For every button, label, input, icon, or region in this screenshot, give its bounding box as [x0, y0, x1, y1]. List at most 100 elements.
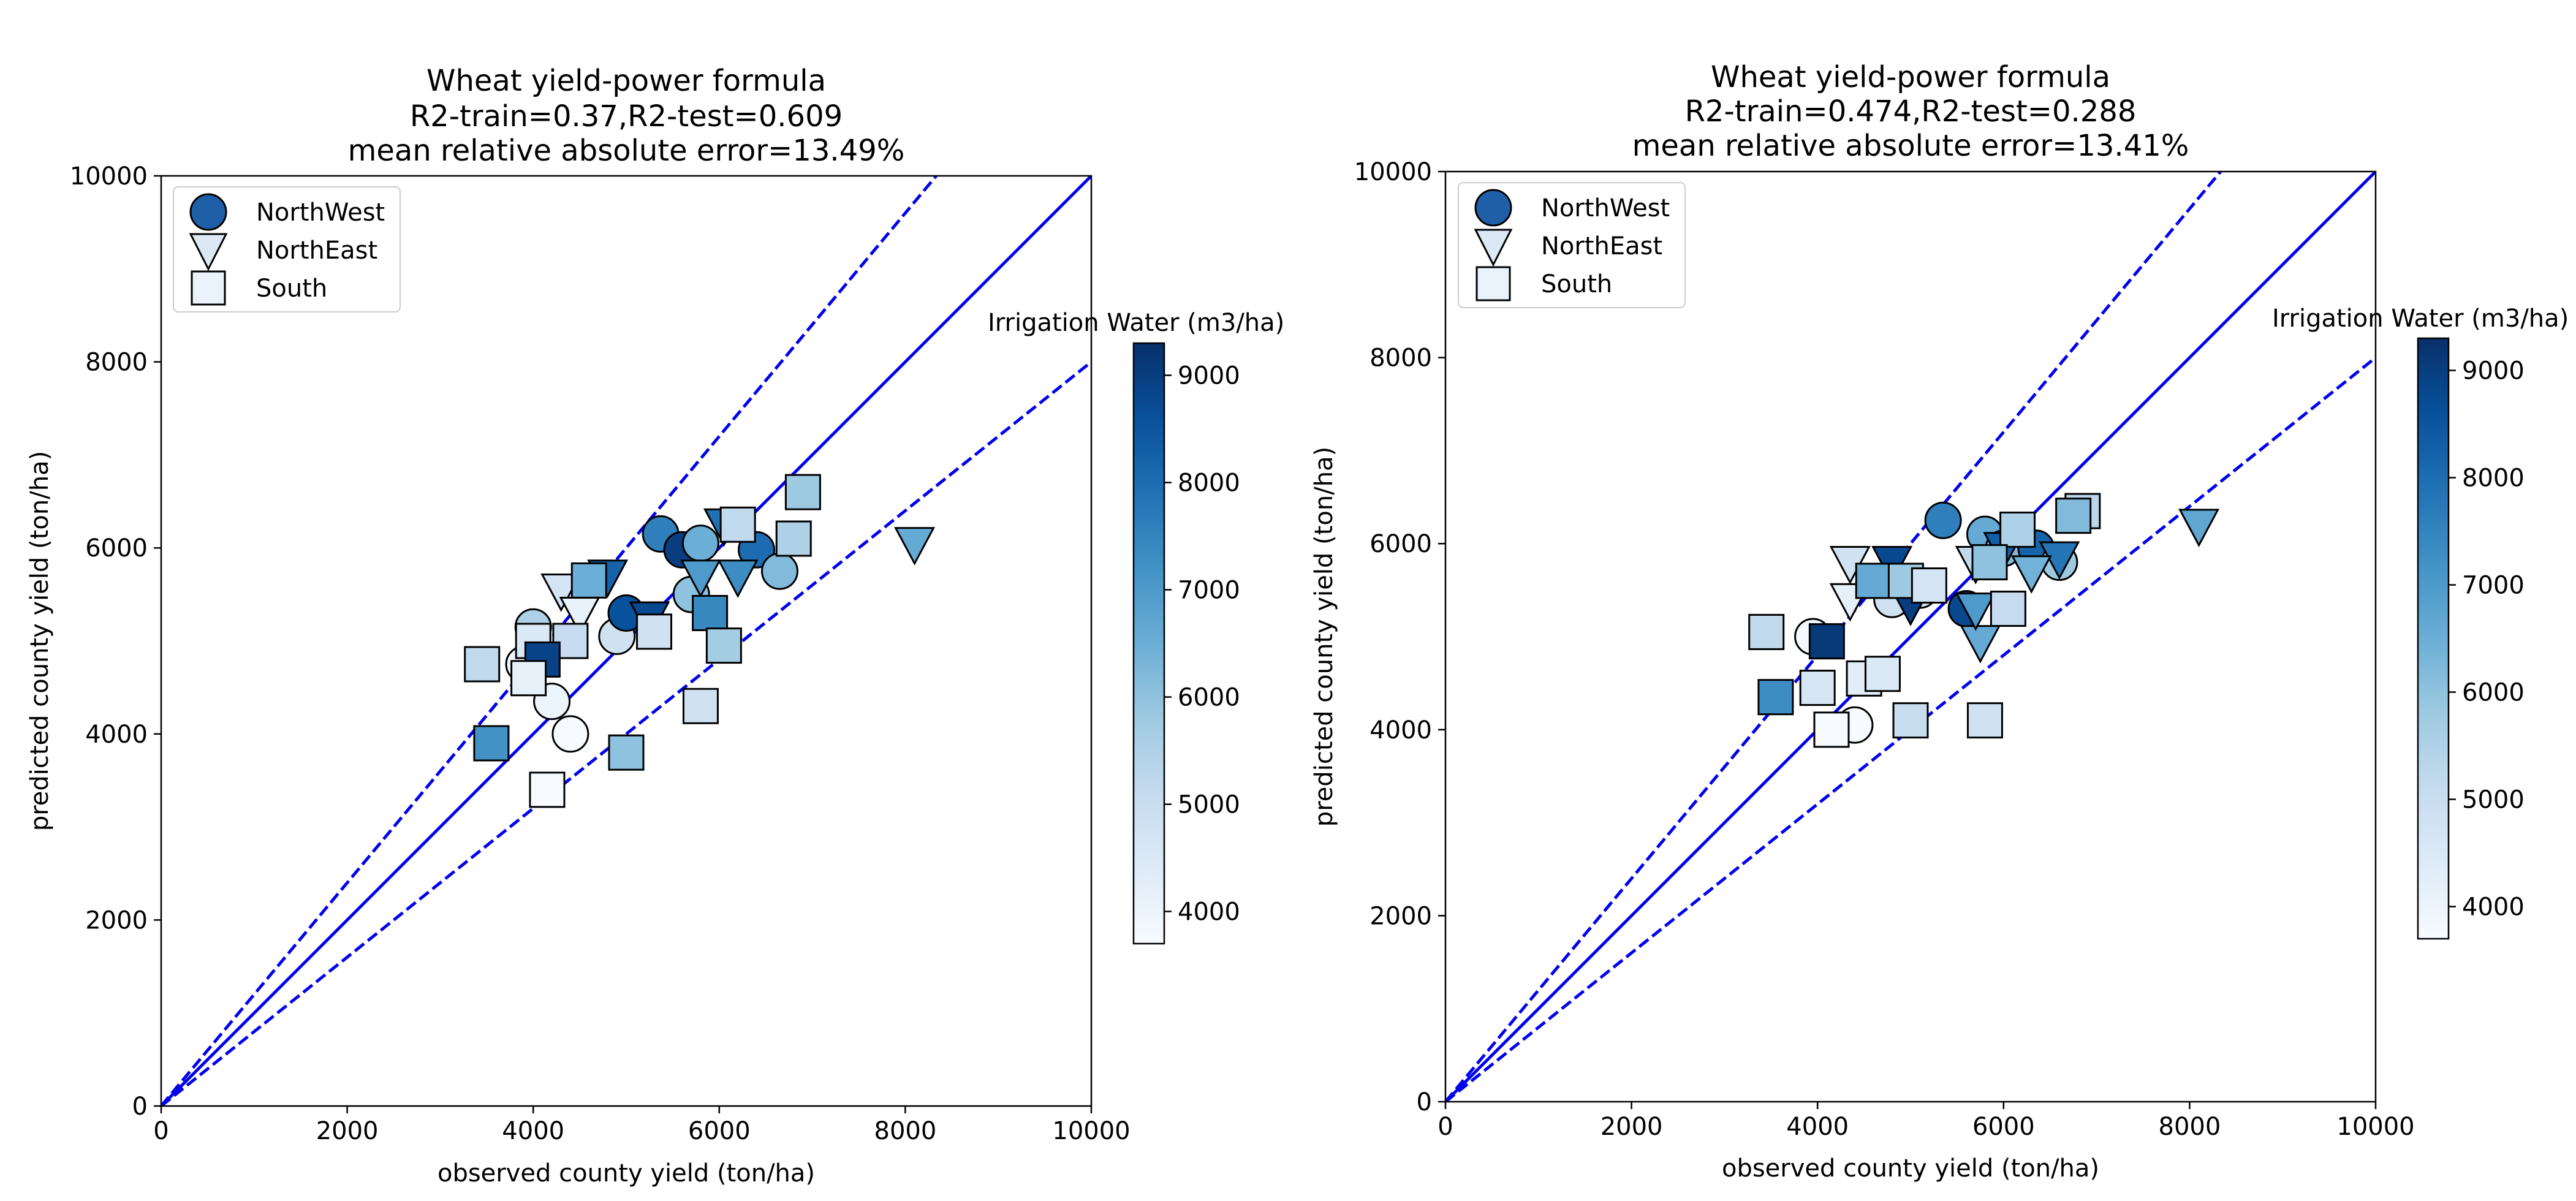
south-point-11	[705, 627, 742, 664]
legend-northeast-label: NorthEast	[256, 237, 377, 265]
x-axis-ticks: 0 2000 4000 6000 8000 10000	[1438, 1102, 2415, 1141]
northeast-point-10	[2010, 555, 2052, 594]
south-point-1	[719, 506, 756, 543]
y-axis-label: predicted county yield (ton/ha)	[1310, 447, 1338, 827]
south-point-15	[1966, 702, 2003, 739]
legend-northwest-label: NorthWest	[1541, 194, 1670, 222]
south-point-3	[570, 562, 607, 599]
northeast-point-3	[540, 574, 582, 612]
y-tick-label-2: 4000	[1369, 716, 1432, 744]
chart-title-line-3: mean relative absolute error=13.49%	[348, 134, 905, 168]
legend-northeast-marker	[189, 233, 228, 271]
south-point-16	[1813, 711, 1850, 748]
colorbar-tick-label-5: 9000	[2462, 357, 2525, 385]
colorbar-tick-label-3: 7000	[2462, 572, 2525, 600]
y-tick-label-3: 6000	[1369, 530, 1432, 558]
south-point-10	[1757, 679, 1794, 716]
y-tick-label-3: 6000	[85, 534, 148, 563]
northwest-point-0	[1924, 501, 1962, 539]
legend: NorthWest NorthEast South	[1458, 182, 1686, 308]
northwest-point-7	[760, 552, 798, 590]
legend-northeast-marker	[1474, 229, 1513, 267]
y-tick-label-4: 8000	[1369, 344, 1432, 373]
colorbar-label: Irrigation Water (m3/ha)	[988, 309, 1284, 337]
colorbar-tick-label-2: 6000	[2462, 679, 2525, 707]
south-point-4	[1855, 563, 1892, 599]
south-point-10	[692, 594, 729, 631]
colorbar-tick-label-4: 8000	[2462, 464, 2525, 493]
northwest-point-2	[681, 525, 719, 563]
chart-title-line-1: Wheat yield-power formula	[426, 64, 826, 98]
y-tick-label-5: 10000	[70, 162, 148, 191]
colorbar-tick-label-0: 4000	[2462, 893, 2525, 922]
x-tick-label-3: 6000	[1972, 1113, 2035, 1141]
south-point-0	[1999, 511, 2036, 548]
legend-south-label: South	[1541, 270, 1612, 298]
y-axis-ticks: 0 2000 4000 6000 8000 10000	[1354, 158, 1445, 1116]
y-tick-label-0: 0	[132, 1093, 148, 1121]
northeast-point-0	[2178, 509, 2220, 548]
south-point-13	[1864, 656, 1901, 692]
colorbar-ticks: 4000 5000 6000 7000 8000 9000	[1164, 362, 1240, 926]
y-tick-label-1: 2000	[85, 906, 148, 934]
y-tick-label-0: 0	[1417, 1088, 1432, 1116]
south-point-14	[1892, 702, 1929, 739]
chart-title-line-2: R2-train=0.37,R2-test=0.609	[410, 99, 843, 134]
x-tick-label-4: 8000	[874, 1117, 937, 1145]
south-point-8	[1808, 623, 1845, 660]
south-point-2	[775, 520, 812, 557]
y-axis-ticks: 0 2000 4000 6000 8000 10000	[70, 162, 161, 1121]
south-point-7	[1748, 613, 1785, 650]
legend-northwest-marker	[189, 193, 227, 231]
colorbar-tick-label-5: 9000	[1178, 362, 1240, 390]
colorbar-tick-label-1: 5000	[2462, 786, 2525, 814]
y-tick-label-4: 8000	[85, 349, 148, 377]
northeast-point-8	[1960, 625, 2001, 664]
x-tick-label-0: 0	[153, 1117, 169, 1145]
x-tick-label-3: 6000	[688, 1117, 751, 1145]
legend-box	[173, 186, 401, 313]
legend: NorthWest NorthEast South	[173, 186, 401, 313]
x-tick-label-1: 2000	[316, 1117, 379, 1145]
northeast-point-1	[717, 559, 759, 598]
south-point-4	[552, 623, 589, 659]
south-point-9	[636, 613, 673, 650]
northwest-point-11	[551, 715, 589, 753]
colorbar-tick-label-4: 8000	[1178, 469, 1240, 498]
x-axis-ticks: 0 2000 4000 6000 8000 10000	[153, 1106, 1131, 1145]
northeast-point-7	[680, 559, 721, 598]
y-axis-label: predicted county yield (ton/ha)	[26, 451, 54, 831]
scatter-points	[1748, 493, 2220, 748]
south-point-9	[1990, 590, 2026, 627]
south-point-6	[464, 646, 501, 683]
x-axis-label: observed county yield (ton/ha)	[1722, 1154, 2099, 1183]
x-tick-label-2: 4000	[1786, 1113, 1849, 1141]
south-point-0	[784, 474, 821, 510]
south-point-13	[682, 688, 719, 724]
right-scatter-panel: Wheat yield-power formula R2-train=0.474…	[1310, 60, 2569, 1183]
south-point-15	[529, 771, 566, 808]
legend-northwest-marker	[1474, 189, 1512, 227]
legend-south-label: South	[256, 275, 327, 303]
northeast-point-7	[2039, 541, 2080, 580]
plot-frame	[1444, 170, 2377, 1103]
reference-line-dashed-2	[161, 360, 1091, 1106]
legend-northeast-label: NorthEast	[1541, 232, 1662, 260]
legend-south-marker	[191, 270, 226, 306]
x-tick-label-5: 10000	[2336, 1113, 2414, 1141]
colorbar-gradient	[1132, 342, 1165, 945]
colorbar-tick-label-3: 7000	[1178, 577, 1240, 605]
x-tick-label-0: 0	[1438, 1113, 1453, 1141]
legend-box	[1458, 182, 1686, 308]
x-tick-label-2: 4000	[502, 1117, 564, 1145]
y-tick-label-2: 4000	[85, 721, 148, 749]
northeast-point-0	[894, 527, 936, 566]
chart-title-line-2: R2-train=0.474,R2-test=0.288	[1685, 94, 2137, 129]
reference-lines	[1445, 172, 2376, 1102]
south-point-11	[1799, 669, 1836, 706]
colorbar: Irrigation Water (m3/ha) 4000 5000 6000 700…	[2272, 305, 2569, 940]
plot-frame	[160, 175, 1093, 1107]
colorbar: Irrigation Water (m3/ha) 4000 5000 6000 700…	[988, 309, 1284, 945]
colorbar-label: Irrigation Water (m3/ha)	[2272, 305, 2569, 333]
